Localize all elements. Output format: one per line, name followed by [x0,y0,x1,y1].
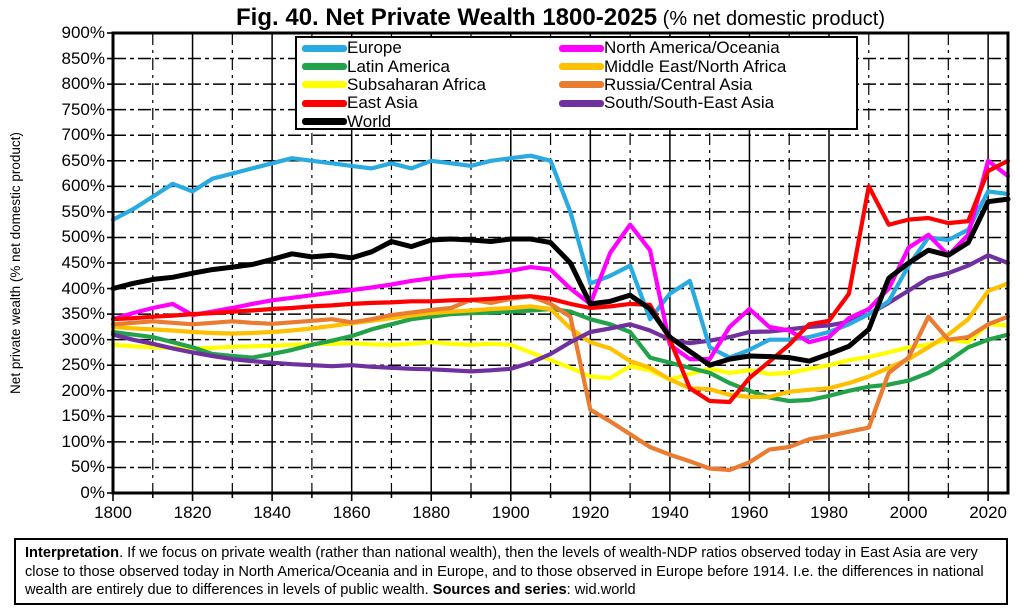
legend-label: North America/Oceania [604,38,780,58]
series-line-north-america-oceania [110,158,1011,362]
legend-label: Russia/Central Asia [604,74,753,94]
legend-item-latin-america: Latin America [302,57,486,75]
series-line-europe [110,153,1011,360]
y-tick-label: 50% [70,457,105,477]
legend-item-world: World [302,111,486,131]
x-tick-label: 1940 [650,503,689,522]
x-tick-label: 1980 [810,503,848,522]
y-axis-title: Net private wealth (% net domestic produ… [8,132,23,394]
y-tick-label: 700% [61,125,105,145]
y-tick-label: 400% [61,278,105,298]
legend-item-north-america-oceania: North America/Oceania [559,39,786,57]
legend-swatch [302,81,347,89]
legend-box: Europe Latin America Subsaharan Africa East… [295,36,858,130]
y-tick-label: 300% [61,329,105,349]
x-tick-label: 1820 [173,503,212,522]
legend-label: World [347,111,392,131]
legend-swatch [302,63,347,71]
legend-item-russia-central-asia: Russia/Central Asia [559,74,786,94]
series-line-east-asia [110,158,1011,405]
legend-swatch [559,63,604,71]
y-tick-label: 550% [61,201,105,221]
y-tick-label: 200% [61,380,105,400]
x-tick-label: 2020 [969,503,1008,522]
y-tick-label: 150% [61,406,105,426]
legend-label: Europe [347,38,402,58]
y-tick-label: 750% [61,99,105,119]
x-tick-label: 1900 [491,503,530,522]
legend-swatch [302,44,347,52]
chart-title-main: Fig. 40. Net Private Wealth 1800-2025 [236,4,658,31]
y-tick-label: 100% [61,431,105,451]
legend-item-europe: Europe [302,39,486,57]
legend-label: East Asia [347,93,418,113]
chart-title: Fig. 40. Net Private Wealth 1800-2025 (%… [113,4,1008,32]
chart-title-suffix: (% net domestic product) [657,8,885,30]
series-line-world [110,196,1011,368]
legend-swatch [302,118,347,126]
legend-label: Middle East/North Africa [604,56,787,76]
sources-label: Sources and series [432,582,567,599]
y-tick-label: 450% [61,253,105,272]
interpretation-heading: Interpretation [25,545,120,561]
x-tick-label: 1840 [253,503,292,522]
y-tick-label: 350% [61,304,105,324]
x-tick-label: 1960 [730,503,769,522]
legend-label: Latin America [347,56,450,76]
y-tick-label: 600% [61,176,105,196]
legend-swatch [559,44,604,52]
legend-column: Europe Latin America Subsaharan Africa East… [302,39,486,131]
series-line-subsaharan-africa [110,322,1011,382]
x-tick-label: 1920 [571,503,610,522]
legend-item-south-south-east-asia: South/South-East Asia [559,94,786,112]
legend-swatch [302,99,347,107]
y-tick-label: 850% [61,48,105,68]
y-tick-label: 800% [61,74,105,94]
y-tick-label: 500% [61,227,105,247]
legend-column: North America/Oceania Middle East/North A… [559,39,786,113]
x-tick-label: 2000 [889,503,928,522]
series-line-middle-east-north-africa [110,281,1011,399]
interpretation-body: . If we focus on private wealth (rather … [25,545,984,599]
chart-plot-area [107,31,1011,501]
y-tick-label: 900% [61,23,105,42]
plot-border [111,31,1010,495]
x-tick-label: 1860 [332,503,371,522]
legend-label: South/South-East Asia [604,93,775,113]
x-tick-label: 1800 [94,503,132,522]
legend-label: Subsaharan Africa [347,74,486,94]
series-line-russia-central-asia [110,294,1011,473]
y-tick-label: 250% [61,355,105,375]
x-tick-label: 1880 [412,503,451,522]
y-tick-label: 0% [80,483,105,502]
legend-item-east-asia: East Asia [302,94,486,112]
legend-item-subsaharan-africa: Subsaharan Africa [302,74,486,94]
interpretation-box: Interpretation. If we focus on private w… [14,538,1008,605]
legend-swatch [559,81,604,89]
sources-value: : wid.world [566,582,636,599]
legend-swatch [559,99,604,107]
legend-item-middle-east-north-africa: Middle East/North Africa [559,57,786,75]
y-tick-label: 650% [61,150,105,170]
